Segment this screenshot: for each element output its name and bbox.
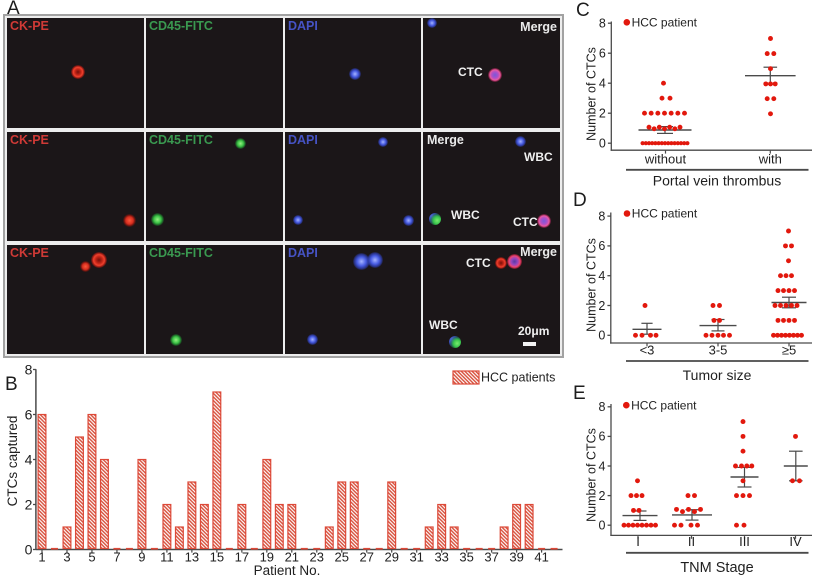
svg-text:3-5: 3-5 [709, 343, 728, 358]
svg-text:8: 8 [25, 361, 33, 377]
svg-text:6: 6 [598, 239, 605, 253]
svg-text:III: III [739, 534, 750, 549]
svg-text:17: 17 [235, 549, 249, 564]
svg-text:25: 25 [335, 549, 349, 564]
svg-text:Number of CTCs: Number of CTCs [585, 428, 599, 522]
svg-text:8: 8 [599, 400, 606, 414]
svg-text:Portal vein thrombus: Portal vein thrombus [653, 173, 781, 189]
svg-text:4: 4 [599, 459, 606, 473]
svg-text:0: 0 [25, 541, 33, 557]
svg-text:39: 39 [509, 549, 523, 564]
svg-text:HCC patients: HCC patients [481, 371, 555, 385]
svg-text:6: 6 [599, 430, 606, 444]
svg-text:29: 29 [384, 549, 398, 564]
svg-text:CTCs captured: CTCs captured [5, 416, 20, 507]
svg-text:4: 4 [25, 451, 33, 467]
svg-text:31: 31 [409, 549, 423, 564]
svg-text:2: 2 [599, 489, 606, 503]
svg-text:3: 3 [63, 549, 70, 564]
svg-text:HCC patient: HCC patient [631, 398, 697, 412]
svg-text:1: 1 [38, 549, 45, 564]
svg-text:33: 33 [434, 549, 448, 564]
svg-text:Number of CTCs: Number of CTCs [585, 238, 599, 332]
svg-text:5: 5 [88, 549, 95, 564]
svg-text:6: 6 [599, 47, 606, 61]
svg-text:37: 37 [484, 549, 498, 564]
svg-text:8: 8 [599, 17, 606, 31]
svg-text:with: with [758, 152, 782, 167]
svg-text:4: 4 [599, 77, 606, 91]
svg-text:TNM Stage: TNM Stage [680, 560, 753, 576]
svg-text:HCC patient: HCC patient [632, 207, 698, 221]
svg-text:2: 2 [25, 496, 33, 512]
svg-text:4: 4 [598, 269, 605, 283]
svg-text:2: 2 [599, 107, 606, 121]
svg-text:35: 35 [459, 549, 473, 564]
svg-text:IV: IV [789, 534, 802, 549]
svg-text:HCC patient: HCC patient [632, 16, 698, 30]
svg-text:Tumor size: Tumor size [683, 367, 752, 383]
svg-text:15: 15 [210, 549, 224, 564]
svg-text:21: 21 [285, 549, 299, 564]
svg-text:9: 9 [138, 549, 145, 564]
svg-text:I: I [636, 534, 640, 549]
svg-text:41: 41 [534, 549, 548, 564]
svg-text:27: 27 [360, 549, 374, 564]
svg-text:without: without [644, 152, 687, 167]
svg-text:6: 6 [25, 406, 33, 422]
svg-text:2: 2 [598, 299, 605, 313]
svg-text:II: II [688, 534, 695, 549]
svg-text:0: 0 [599, 137, 606, 151]
svg-text:≥5: ≥5 [782, 343, 796, 358]
svg-text:0: 0 [598, 329, 605, 343]
svg-text:<3: <3 [640, 343, 655, 358]
svg-text:11: 11 [160, 549, 174, 564]
svg-text:Patient No.: Patient No. [254, 563, 321, 577]
svg-text:13: 13 [185, 549, 199, 564]
svg-text:Number of CTCs: Number of CTCs [585, 47, 599, 141]
svg-text:8: 8 [598, 209, 605, 223]
svg-text:0: 0 [599, 519, 606, 533]
svg-text:7: 7 [113, 549, 120, 564]
svg-text:23: 23 [310, 549, 324, 564]
svg-text:19: 19 [260, 549, 274, 564]
